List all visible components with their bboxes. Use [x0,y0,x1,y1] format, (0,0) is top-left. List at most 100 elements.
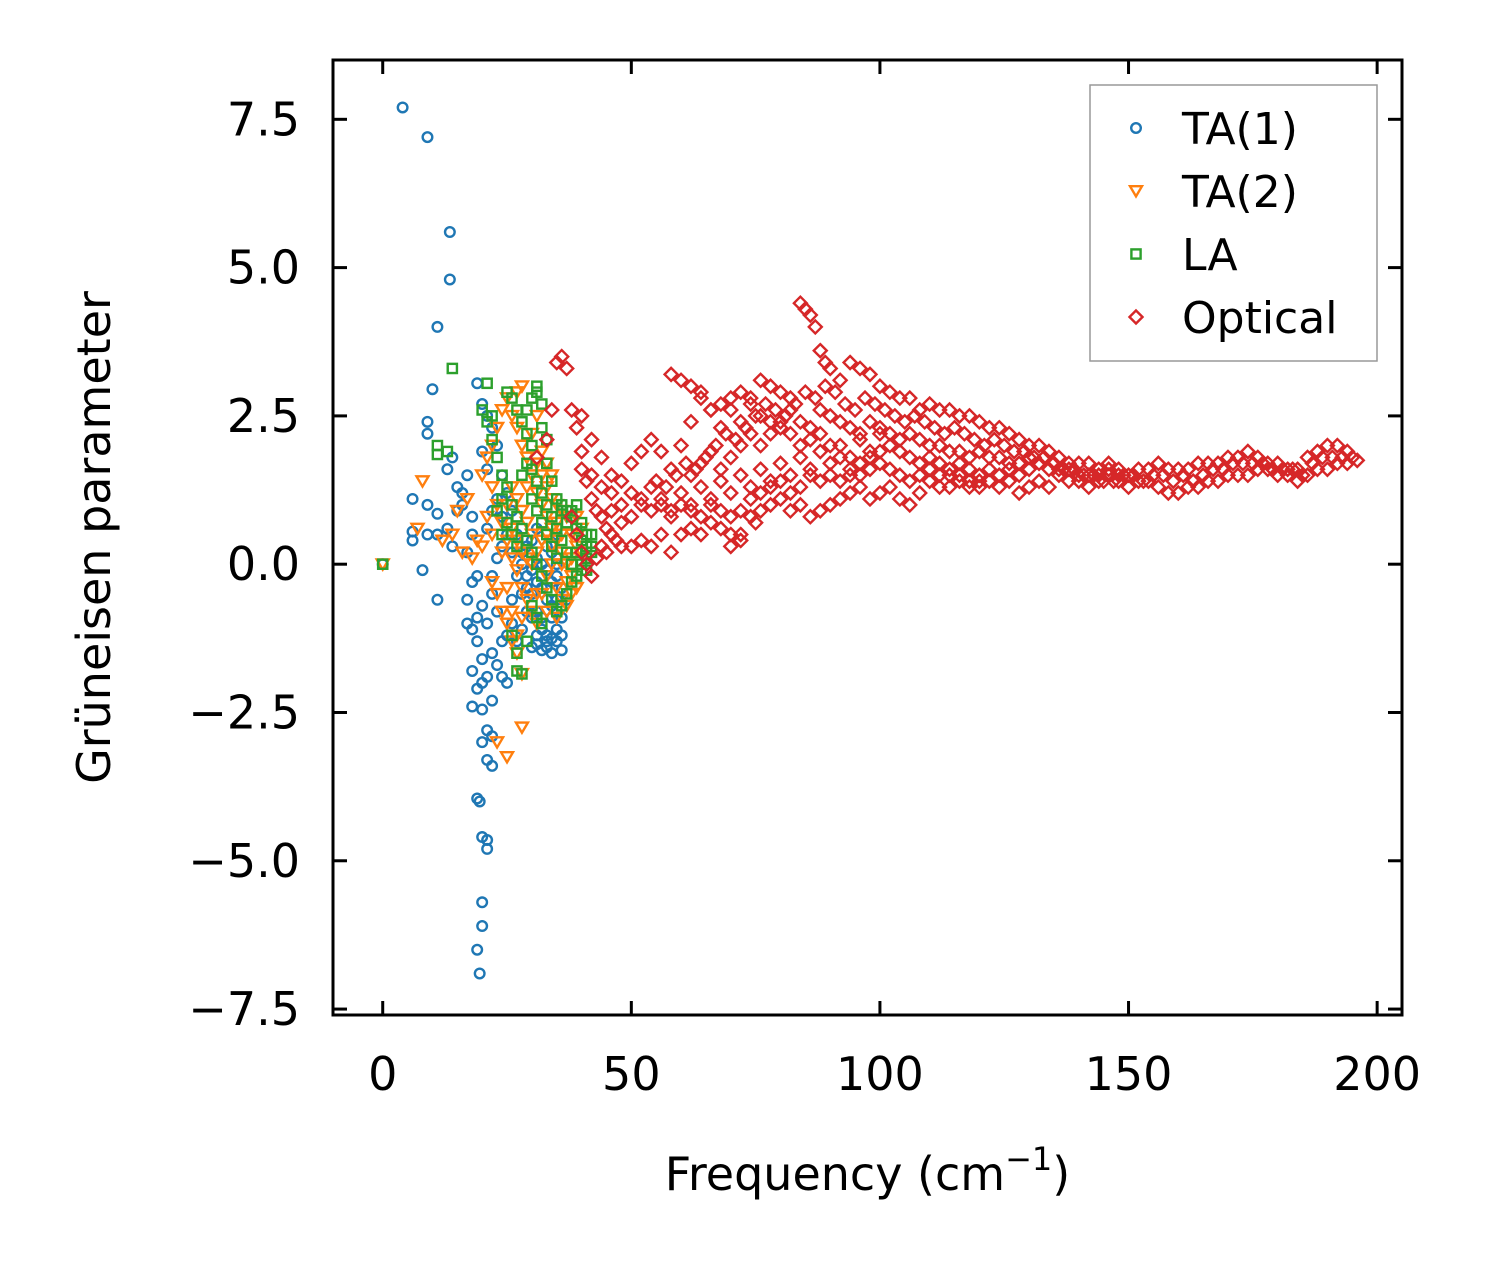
data-point-optical [856,389,874,407]
data-point-la [506,499,518,511]
data-point-optical [916,413,933,431]
data-point-ta-2 [479,451,496,466]
data-point-optical [593,449,610,466]
data-point-ta-2 [434,534,451,549]
data-point-optical [991,478,1008,496]
data-point-ta-1 [406,534,419,547]
data-point-optical [1030,455,1048,472]
data-point-ta-1 [396,101,409,114]
data-point-optical [836,395,854,413]
data-point-optical [822,496,839,514]
data-point-optical [652,490,670,508]
data-point-ta-2 [513,380,531,395]
y-tick-label: 0.0 [227,537,300,591]
data-point-optical [568,419,585,436]
data-point-la [531,505,543,517]
data-point-optical [891,467,909,484]
data-point-ta-2 [444,528,461,543]
data-point-optical [742,490,759,508]
data-point-la [541,457,553,470]
data-point-optical [901,389,918,407]
data-point-optical [1175,467,1192,484]
data-point-optical [662,508,680,525]
data-point-optical [603,467,620,484]
data-point-optical [633,490,650,508]
data-point-ta-1 [496,469,509,482]
data-point-optical [1060,461,1078,478]
y-tick-label: −7.5 [188,982,300,1036]
data-point-optical [568,526,585,543]
data-point-la [501,516,513,529]
data-point-la [491,451,503,464]
data-point-optical [812,401,829,419]
data-point-la [496,528,508,541]
data-point-optical [792,449,809,466]
data-point-optical [831,449,849,466]
data-point-optical [881,437,899,454]
data-point-optical [782,425,799,442]
data-point-la [441,445,454,458]
data-point-ta-2 [513,581,531,596]
data-point-optical [613,496,630,514]
data-point-optical [643,502,660,520]
data-point-optical [901,472,918,490]
data-point-optical [752,484,769,502]
data-point-optical [966,431,983,448]
data-point-optical [1194,467,1212,484]
data-point-la [536,421,548,434]
data-point-optical [792,496,809,514]
data-point-ta-2 [498,581,516,596]
data-point-ta-1 [473,967,486,980]
data-point-la [526,493,538,505]
data-point-ta-2 [493,605,511,620]
data-point-optical [623,484,640,502]
data-point-optical [563,508,580,525]
data-point-optical [652,496,670,514]
data-point-optical [652,443,670,460]
data-point-ta-2 [528,409,545,424]
x-tick-label: 50 [602,1047,661,1101]
data-point-optical [1165,472,1182,490]
data-point-optical [777,407,794,425]
data-point-optical [936,425,953,442]
data-point-optical [792,413,809,431]
data-point-optical [802,431,819,448]
data-point-optical [722,449,739,466]
data-point-optical [712,472,730,490]
data-point-ta-1 [466,510,479,523]
data-point-optical [831,490,849,508]
data-point-optical [1294,467,1311,484]
data-point-optical [573,407,590,425]
data-point-optical [901,425,918,442]
data-point-optical [841,467,859,484]
data-point-ta-2 [503,552,521,567]
data-point-la [476,404,488,416]
data-point-optical [817,378,834,395]
data-point-optical [851,425,869,442]
data-point-optical [588,550,605,567]
data-point-optical [712,520,730,537]
data-point-ta-2 [503,605,521,620]
data-point-optical [792,437,809,454]
data-point-optical [1100,455,1117,472]
data-point-optical [1239,467,1257,484]
data-point-optical [603,502,620,520]
data-point-optical [1035,449,1053,466]
data-point-optical [633,532,650,549]
data-point-optical [881,478,899,496]
data-point-ta-1 [421,498,434,511]
data-point-ta-1 [471,377,484,390]
data-point-optical [672,437,690,454]
data-point-ta-2 [528,587,545,602]
data-point-optical [757,395,774,413]
data-point-optical [643,431,660,448]
data-point-optical [961,407,978,425]
data-point-optical [578,472,595,490]
data-point-la [526,546,538,559]
data-point-optical [1015,443,1033,460]
data-point-ta-1 [441,463,454,476]
x-tick-label: 200 [1333,1047,1421,1101]
y-tick-label: 5.0 [227,241,300,295]
data-point-ta-2 [484,575,501,590]
